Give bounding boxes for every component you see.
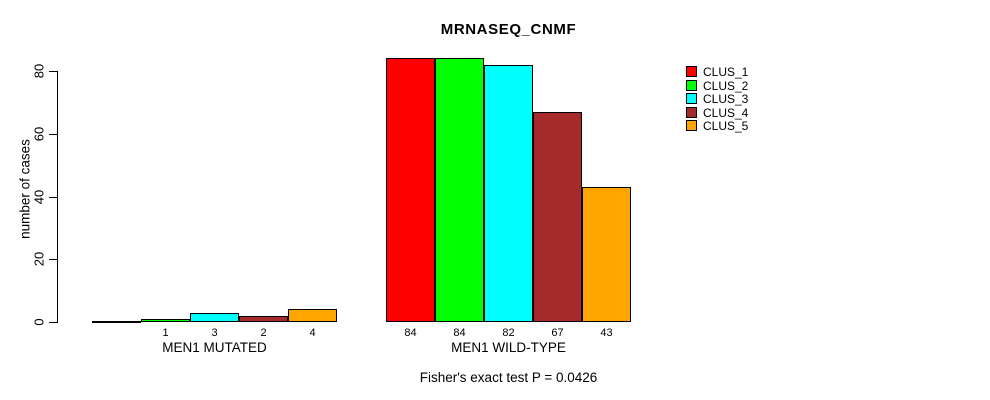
bar-value-label: 4 [309, 327, 316, 339]
bar-clus_4-group2 [533, 112, 582, 322]
bar-clus_3-group2 [484, 65, 533, 322]
y-tick-label: 0 [31, 318, 47, 326]
y-tick [49, 197, 57, 198]
legend-label-clus_2: CLUS_2 [703, 79, 749, 93]
y-axis-line [57, 71, 58, 323]
legend-swatch-clus_3 [686, 93, 697, 104]
bar-value-label: 3 [211, 327, 218, 339]
legend-label-clus_5: CLUS_5 [703, 119, 749, 133]
bar-clus_4-group1 [239, 316, 288, 322]
bar-clus_1-group1 [92, 321, 141, 323]
subtitle: Fisher's exact test P = 0.0426 [419, 370, 598, 385]
bar-clus_2-group2 [435, 58, 484, 322]
chart-title: MRNASEQ_CNMF [440, 21, 577, 38]
bar-clus_3-group1 [190, 313, 239, 322]
legend-label-clus_3: CLUS_3 [703, 92, 749, 106]
legend: CLUS_1 CLUS_2 CLUS_3 CLUS_4 CLUS_5 [686, 65, 806, 146]
y-tick [49, 71, 57, 72]
legend-swatch-clus_5 [686, 120, 697, 131]
legend-label-clus_4: CLUS_4 [703, 106, 749, 120]
y-tick-label: 60 [31, 126, 47, 142]
bar-clus_5-group2 [582, 187, 631, 322]
y-tick-label: 40 [31, 189, 47, 205]
bar-value-label: 82 [502, 327, 515, 339]
bar-value-label: 84 [453, 327, 466, 339]
bar-value-label: 1 [162, 327, 169, 339]
y-tick-label: 20 [31, 251, 47, 267]
y-tick [49, 259, 57, 260]
bar-clus_2-group1 [141, 319, 190, 322]
x-group-label: MEN1 WILD-TYPE [451, 340, 566, 355]
bar-clus_5-group1 [288, 309, 337, 322]
legend-swatch-clus_2 [686, 80, 697, 91]
bar-value-label: 43 [600, 327, 613, 339]
legend-swatch-clus_4 [686, 107, 697, 118]
bar-clus_1-group2 [386, 58, 435, 322]
x-group-label: MEN1 MUTATED [162, 340, 267, 355]
legend-swatch-clus_1 [686, 66, 697, 77]
y-tick [49, 134, 57, 135]
y-tick-label: 80 [31, 63, 47, 79]
bar-value-label: 67 [551, 327, 564, 339]
legend-label-clus_1: CLUS_1 [703, 65, 749, 79]
y-tick [49, 322, 57, 323]
bar-value-label: 84 [404, 327, 417, 339]
bar-value-label: 2 [260, 327, 267, 339]
y-axis-title: number of cases [17, 139, 33, 239]
